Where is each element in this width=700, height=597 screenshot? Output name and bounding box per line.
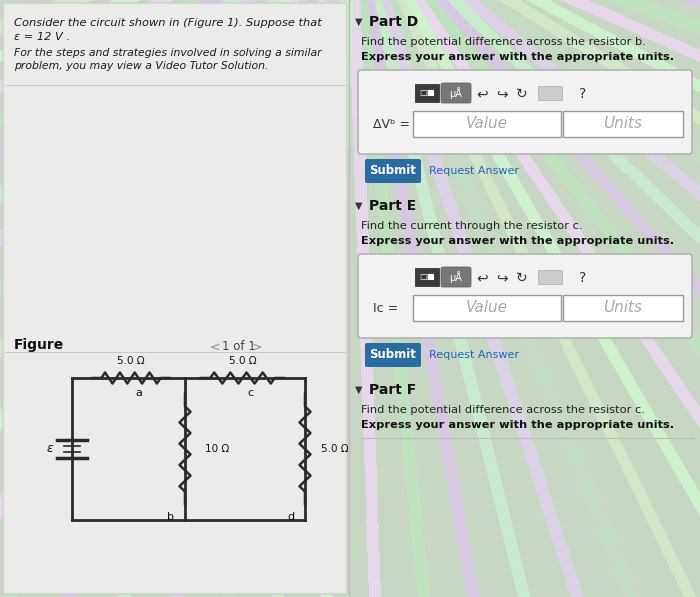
Bar [413, 111, 561, 137]
Text: Find the current through the resistor c.: Find the current through the resistor c. [361, 221, 582, 231]
Text: 1 of 1: 1 of 1 [222, 340, 256, 353]
Text: Value: Value [466, 300, 508, 315]
Text: ↩: ↩ [476, 87, 488, 101]
Text: Express your answer with the appropriate units.: Express your answer with the appropriate… [361, 420, 674, 430]
FancyBboxPatch shape [441, 83, 471, 103]
Text: ?: ? [579, 87, 587, 101]
Text: 5.0 Ω: 5.0 Ω [229, 356, 256, 366]
FancyBboxPatch shape [538, 86, 562, 100]
Text: Request Answer: Request Answer [429, 166, 519, 176]
Text: μÅ: μÅ [449, 271, 463, 283]
Text: ΔVᵇ =: ΔVᵇ = [373, 118, 410, 131]
Text: <: < [210, 341, 220, 354]
Text: 5.0 Ω: 5.0 Ω [321, 444, 349, 454]
FancyBboxPatch shape [538, 270, 562, 284]
Text: Find the potential difference across the resistor b.: Find the potential difference across the… [361, 37, 646, 47]
FancyBboxPatch shape [415, 268, 439, 286]
FancyBboxPatch shape [365, 343, 421, 367]
Text: μÅ: μÅ [449, 87, 463, 99]
FancyBboxPatch shape [441, 267, 471, 287]
Text: Submit: Submit [370, 349, 416, 362]
FancyBboxPatch shape [415, 84, 439, 102]
Text: Part D: Part D [369, 15, 419, 29]
Text: □■: □■ [419, 88, 435, 97]
Text: Submit: Submit [370, 165, 416, 177]
Text: Part E: Part E [369, 199, 416, 213]
Text: a: a [136, 388, 142, 398]
Text: ε: ε [47, 442, 53, 456]
Text: ↪: ↪ [496, 87, 507, 101]
Bar [563, 295, 683, 321]
Bar [563, 111, 683, 137]
Text: Iᴄ =: Iᴄ = [373, 301, 398, 315]
FancyBboxPatch shape [358, 70, 692, 154]
Text: Consider the circuit shown in (Figure 1). Suppose that: Consider the circuit shown in (Figure 1)… [14, 18, 322, 28]
Text: ▼: ▼ [355, 17, 363, 27]
Text: c: c [247, 388, 253, 398]
Text: Figure: Figure [14, 338, 64, 352]
Text: ε = 12 V .: ε = 12 V . [14, 32, 70, 42]
Text: Value: Value [466, 116, 508, 131]
Text: Find the potential difference across the resistor c.: Find the potential difference across the… [361, 405, 645, 415]
FancyBboxPatch shape [365, 159, 421, 183]
Text: ?: ? [579, 271, 587, 285]
Text: Part F: Part F [369, 383, 416, 397]
Text: ▼: ▼ [355, 385, 363, 395]
Bar [413, 295, 561, 321]
Text: ↪: ↪ [496, 271, 507, 285]
Text: Express your answer with the appropriate units.: Express your answer with the appropriate… [361, 236, 674, 246]
Text: ↻: ↻ [516, 87, 528, 101]
Text: ↻: ↻ [516, 271, 528, 285]
Text: d: d [288, 512, 295, 522]
Text: >: > [252, 341, 262, 354]
Text: □■: □■ [419, 272, 435, 282]
Text: b: b [167, 512, 174, 522]
Text: ▼: ▼ [355, 201, 363, 211]
Text: For the steps and strategies involved in solving a similar
problem, you may view: For the steps and strategies involved in… [14, 48, 321, 71]
Text: ↩: ↩ [476, 271, 488, 285]
Text: Units: Units [603, 300, 643, 315]
FancyBboxPatch shape [3, 3, 347, 594]
Text: Request Answer: Request Answer [429, 350, 519, 360]
Text: 5.0 Ω: 5.0 Ω [117, 356, 145, 366]
FancyBboxPatch shape [358, 254, 692, 338]
Text: Units: Units [603, 116, 643, 131]
Text: 10 Ω: 10 Ω [205, 444, 230, 454]
Text: Express your answer with the appropriate units.: Express your answer with the appropriate… [361, 52, 674, 62]
